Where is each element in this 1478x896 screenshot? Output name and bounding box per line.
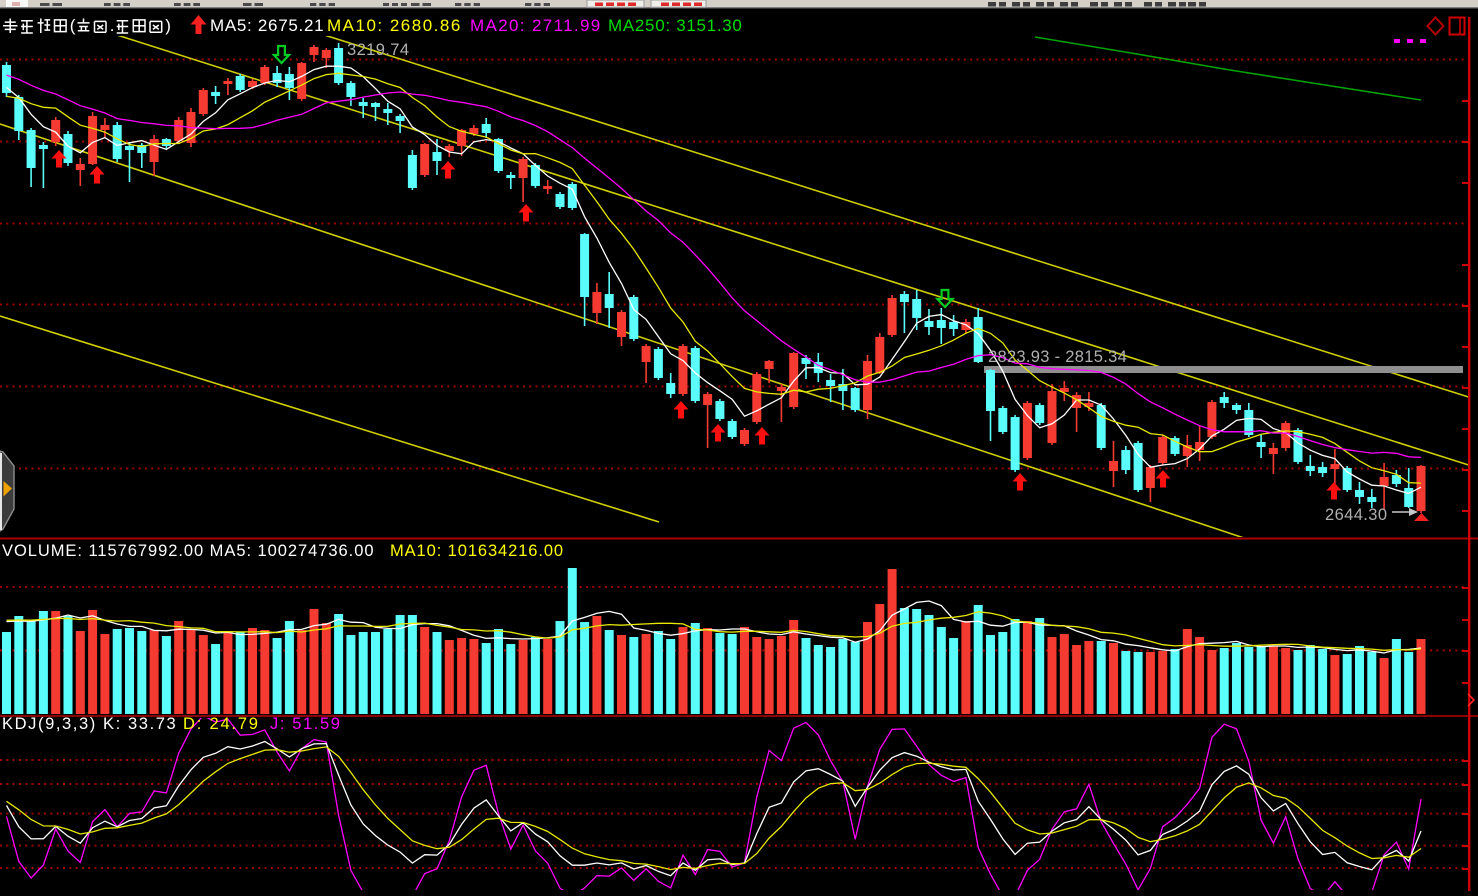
- svg-text:KDJ(9,3,3) K: 33.73: KDJ(9,3,3) K: 33.73: [2, 715, 177, 733]
- svg-text:D: 24.79: D: 24.79: [183, 715, 260, 733]
- svg-text:VOLUME: 115767992.00 MA5: 100: VOLUME: 115767992.00 MA5: 100274736.00: [2, 542, 374, 560]
- svg-text:.: .: [110, 16, 115, 35]
- svg-text:MA20: 2711.99: MA20: 2711.99: [470, 16, 602, 35]
- svg-text:J: 51.59: J: 51.59: [270, 715, 342, 733]
- svg-text:(: (: [70, 16, 76, 35]
- svg-text:): ): [165, 16, 171, 35]
- svg-text:2644.30: 2644.30: [1325, 506, 1387, 524]
- svg-text:MA10: 101634216.00: MA10: 101634216.00: [390, 542, 564, 560]
- svg-text:MA5: 2675.21: MA5: 2675.21: [210, 16, 324, 35]
- svg-text:MA250: 3151.30: MA250: 3151.30: [608, 16, 743, 35]
- svg-text:MA10: 2680.86: MA10: 2680.86: [327, 16, 462, 35]
- svg-text:3219.74: 3219.74: [347, 41, 409, 59]
- svg-text:2823.93 - 2815.34: 2823.93 - 2815.34: [988, 348, 1127, 366]
